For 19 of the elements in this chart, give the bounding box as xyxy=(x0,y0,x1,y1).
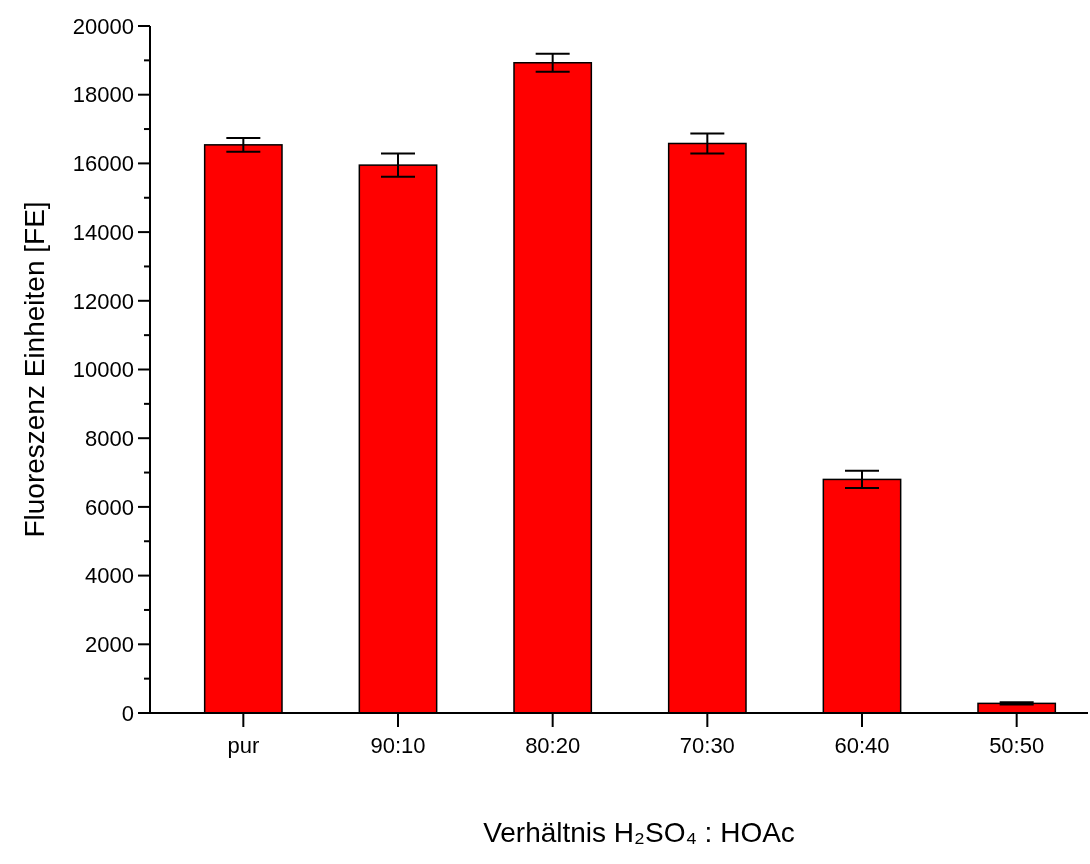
y-tick-label: 0 xyxy=(121,700,134,726)
x-tick-label: 80:20 xyxy=(525,733,581,758)
y-axis-title: Fluoreszenz Einheiten [FE] xyxy=(19,201,50,538)
y-tick-label: 4000 xyxy=(85,563,134,589)
x-tick-label: 90:10 xyxy=(370,733,426,758)
x-axis-title: Verhältnis H₂SO₄ : HOAc xyxy=(483,817,795,848)
x-tick-label: 60:40 xyxy=(834,733,890,758)
x-tick-label: 50:50 xyxy=(989,733,1045,758)
x-tick-label: 70:30 xyxy=(679,733,735,758)
y-tick-label: 20000 xyxy=(72,13,134,39)
y-tick-label: 14000 xyxy=(72,219,134,245)
y-tick-label: 6000 xyxy=(85,494,134,520)
y-tick-label: 8000 xyxy=(85,425,134,451)
y-tick-label: 10000 xyxy=(72,357,134,383)
y-tick-label: 2000 xyxy=(85,632,134,657)
y-tick-label: 12000 xyxy=(72,288,134,314)
y-tick-label: 16000 xyxy=(72,151,134,177)
y-tick-label: 18000 xyxy=(72,82,134,108)
x-tick-label: pur xyxy=(227,733,260,758)
